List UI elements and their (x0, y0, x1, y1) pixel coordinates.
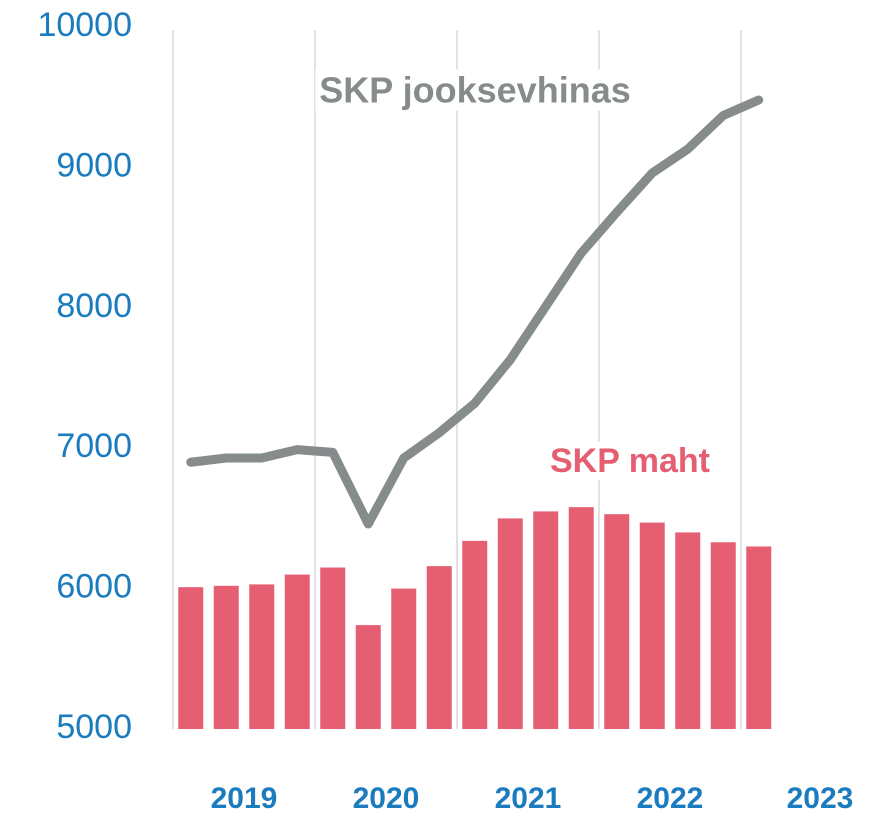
x-tick-label: 2022 (637, 782, 704, 815)
y-tick-label: 7000 (56, 427, 132, 465)
x-tick-label: 2023 (787, 782, 854, 815)
labels: 5000 6000 7000 8000 9000 10000 2019 2020 2021 202… (37, 6, 853, 815)
bar (249, 584, 275, 729)
bar (178, 587, 204, 729)
bar (710, 542, 736, 729)
series-label: SKP jooksevhinas (319, 70, 630, 111)
bar (675, 532, 701, 729)
series-label-bg (546, 441, 714, 480)
bar (284, 574, 310, 729)
bar (497, 518, 523, 729)
marks (178, 95, 772, 729)
bar (604, 514, 630, 729)
series-label-bg (315, 69, 635, 111)
grid (172, 30, 742, 729)
bar (391, 588, 417, 729)
bar (355, 625, 381, 729)
bar (462, 540, 488, 729)
bar (746, 546, 772, 729)
x-tick-label: 2020 (353, 782, 420, 815)
bar (213, 585, 239, 729)
bar (568, 507, 594, 729)
y-tick-label: 8000 (56, 287, 132, 325)
x-tick-label: 2019 (211, 782, 278, 815)
y-tick-label: 9000 (56, 146, 132, 184)
series-label: SKP maht (550, 442, 710, 480)
y-tick-label: 10000 (37, 6, 132, 44)
bar (426, 566, 452, 729)
bar (639, 522, 665, 729)
bar (533, 511, 559, 729)
x-tick-label: 2021 (495, 782, 562, 815)
y-tick-label: 5000 (56, 708, 132, 746)
line (186, 95, 764, 529)
y-tick-label: 6000 (56, 568, 132, 606)
bar (320, 567, 346, 729)
